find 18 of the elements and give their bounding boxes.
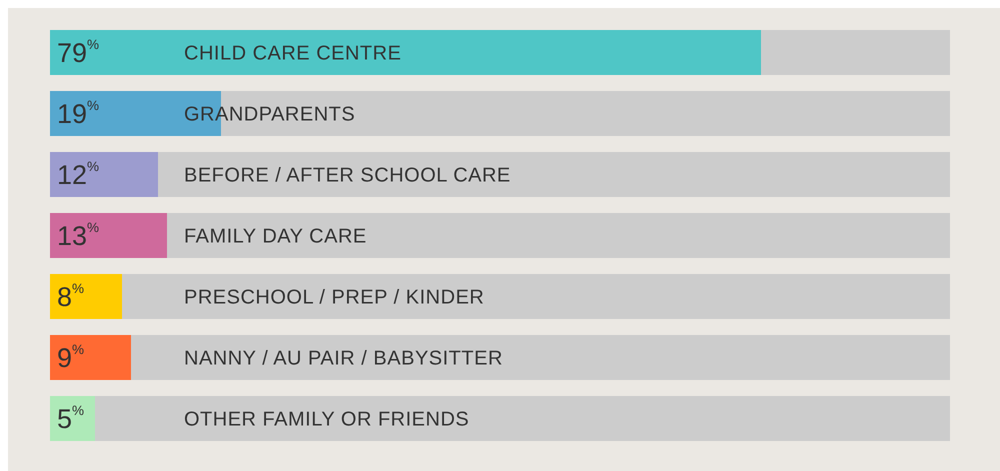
bar (50, 213, 167, 258)
y-tick-label: NANNY / AU PAIR / BABYSITTER (184, 348, 503, 370)
y-tick-label: BEFORE / AFTER SCHOOL CARE (184, 164, 511, 186)
data-label: 8$^{%}$ (57, 281, 84, 312)
bar (50, 396, 95, 441)
bar (50, 152, 158, 197)
data-label: 13$^{%}$ (57, 220, 100, 251)
y-tick-label: FAMILY DAY CARE (184, 226, 367, 248)
y-tick-label: PRESCHOOL / PREP / KINDER (184, 286, 484, 308)
data-label: 9$^{%}$ (57, 342, 84, 373)
y-tick-label: CHILD CARE CENTRE (184, 42, 402, 64)
data-label: 79$^{%}$ (57, 37, 100, 68)
bar (50, 335, 131, 380)
bar (50, 274, 122, 319)
data-label: 5$^{%}$ (57, 403, 84, 434)
data-label: 12$^{%}$ (57, 159, 100, 190)
data-label: 19$^{%}$ (57, 98, 100, 129)
y-tick-label: OTHER FAMILY OR FRIENDS (184, 408, 470, 430)
